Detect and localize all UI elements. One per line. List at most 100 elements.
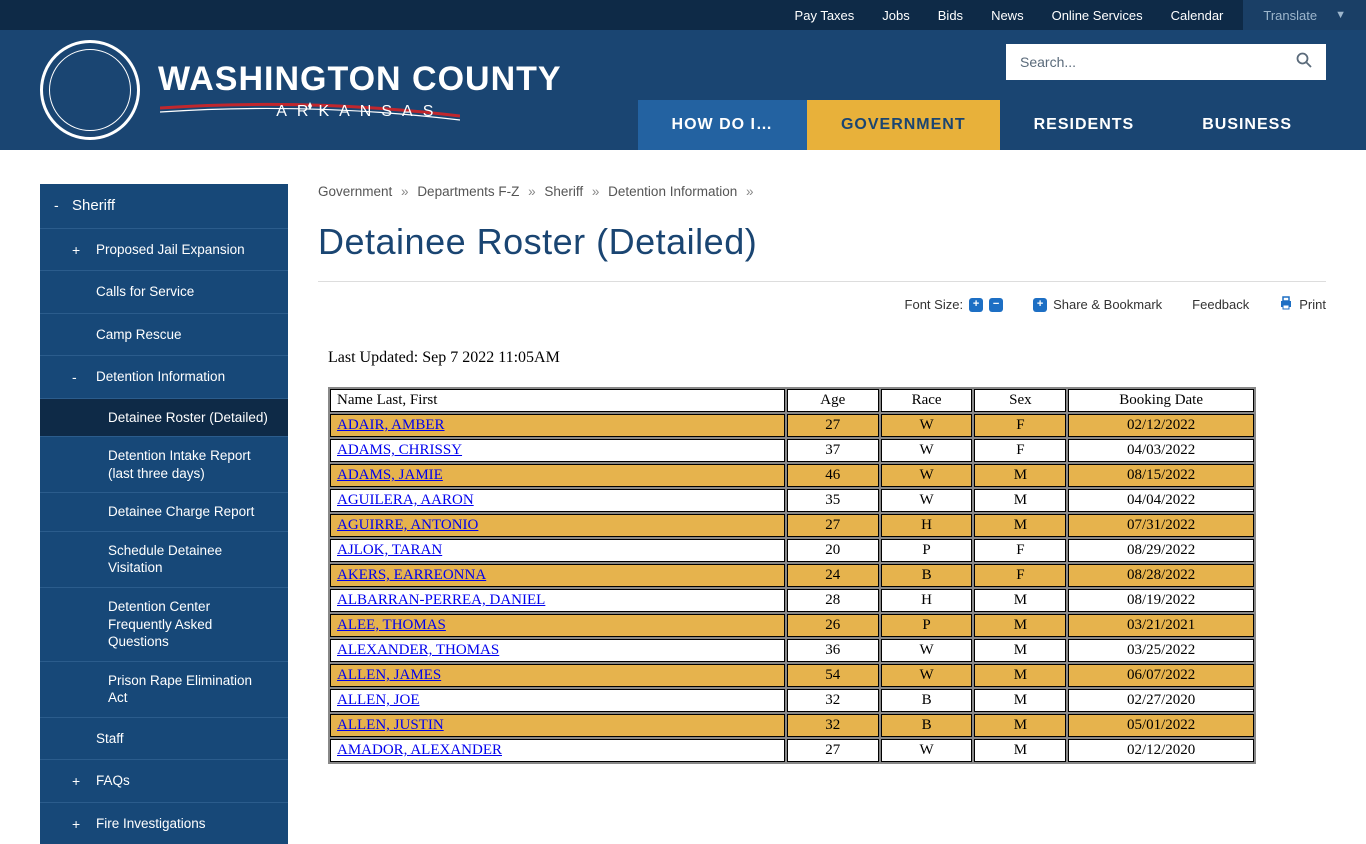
table-cell: M xyxy=(974,489,1066,512)
sidebar-nav: -Sheriff+Proposed Jail ExpansionCalls fo… xyxy=(40,184,288,844)
search-icon[interactable] xyxy=(1296,52,1312,73)
util-link-jobs[interactable]: Jobs xyxy=(882,8,909,23)
table-row: AKERS, EARREONNA 24BF08/28/2022 xyxy=(330,564,1254,587)
sidebar-item-fire-investigations[interactable]: +Fire Investigations xyxy=(40,802,288,844)
sidebar-item-staff[interactable]: Staff xyxy=(40,717,288,760)
sidebar-item-label: FAQs xyxy=(96,773,130,788)
sidebar-item-detainee-charge-report[interactable]: Detainee Charge Report xyxy=(40,492,288,531)
detainee-link[interactable]: ADAMS, CHRISSY xyxy=(337,442,462,458)
table-cell: ADAIR, AMBER xyxy=(330,414,785,437)
nav-residents[interactable]: RESIDENTS xyxy=(1000,100,1169,150)
table-cell: AJLOK, TARAN xyxy=(330,539,785,562)
detainee-link[interactable]: AGUIRRE, ANTONIO xyxy=(337,517,478,533)
detainee-link[interactable]: ALBARRAN-PERREA, DANIEL xyxy=(337,592,545,608)
translate-dropdown[interactable]: Translate ▼ xyxy=(1243,0,1366,30)
main-nav: HOW DO I…GOVERNMENTRESIDENTSBUSINESS xyxy=(638,100,1326,150)
table-cell: M xyxy=(974,714,1066,737)
table-cell: P xyxy=(881,539,973,562)
sidebar-item-detention-center-frequently-asked-questions[interactable]: Detention Center Frequently Asked Questi… xyxy=(40,587,288,661)
collapse-icon: - xyxy=(72,368,77,386)
table-cell: ALEXANDER, THOMAS xyxy=(330,639,785,662)
breadcrumb-separator: » xyxy=(742,184,753,199)
nav-business[interactable]: BUSINESS xyxy=(1168,100,1326,150)
nav-how-do-i-[interactable]: HOW DO I… xyxy=(638,100,807,150)
detainee-link[interactable]: ALEE, THOMAS xyxy=(337,617,446,633)
table-cell: 36 xyxy=(787,639,879,662)
detainee-link[interactable]: ALLEN, JUSTIN xyxy=(337,717,444,733)
table-cell: B xyxy=(881,714,973,737)
search-box[interactable] xyxy=(1006,44,1326,80)
util-link-bids[interactable]: Bids xyxy=(938,8,963,23)
sidebar-item-detention-information[interactable]: -Detention Information xyxy=(40,355,288,398)
table-cell: W xyxy=(881,489,973,512)
breadcrumb-link[interactable]: Government xyxy=(318,184,392,199)
county-seal-icon[interactable] xyxy=(40,40,140,140)
table-cell: 02/27/2020 xyxy=(1068,689,1254,712)
table-header-cell: Sex xyxy=(974,389,1066,412)
chevron-down-icon: ▼ xyxy=(1335,9,1346,21)
table-cell: ADAMS, JAMIE xyxy=(330,464,785,487)
table-cell: B xyxy=(881,689,973,712)
table-cell: W xyxy=(881,414,973,437)
detainee-link[interactable]: AMADOR, ALEXANDER xyxy=(337,742,502,758)
table-cell: 28 xyxy=(787,589,879,612)
sidebar-item-faqs[interactable]: + FAQs xyxy=(40,759,288,802)
table-cell: H xyxy=(881,514,973,537)
detainee-link[interactable]: ALLEN, JOE xyxy=(337,692,420,708)
breadcrumb-link[interactable]: Departments F-Z xyxy=(417,184,519,199)
util-link-news[interactable]: News xyxy=(991,8,1024,23)
font-increase-icon[interactable]: + xyxy=(969,298,983,312)
sidebar-item-sheriff[interactable]: -Sheriff xyxy=(40,184,288,228)
table-cell: M xyxy=(974,664,1066,687)
util-link-pay-taxes[interactable]: Pay Taxes xyxy=(795,8,855,23)
print-label: Print xyxy=(1299,297,1326,312)
detainee-link[interactable]: ADAMS, JAMIE xyxy=(337,467,443,483)
breadcrumb-link[interactable]: Sheriff xyxy=(544,184,583,199)
table-cell: 03/25/2022 xyxy=(1068,639,1254,662)
print-button[interactable]: Print xyxy=(1279,296,1326,313)
sidebar-item-proposed-jail-expansion[interactable]: +Proposed Jail Expansion xyxy=(40,228,288,271)
sidebar-item-camp-rescue[interactable]: Camp Rescue xyxy=(40,313,288,356)
table-cell: 04/03/2022 xyxy=(1068,439,1254,462)
util-link-online-services[interactable]: Online Services xyxy=(1052,8,1143,23)
sidebar-item-schedule-detainee-visitation[interactable]: Schedule Detainee Visitation xyxy=(40,531,288,587)
share-bookmark-button[interactable]: + Share & Bookmark xyxy=(1033,297,1162,312)
table-row: ADAMS, JAMIE 46WM08/15/2022 xyxy=(330,464,1254,487)
table-cell: W xyxy=(881,639,973,662)
table-cell: F xyxy=(974,439,1066,462)
table-cell: ALLEN, JOE xyxy=(330,689,785,712)
sidebar-item-label: Proposed Jail Expansion xyxy=(96,242,245,257)
sidebar-item-prison-rape-elimination-act[interactable]: Prison Rape Elimination Act xyxy=(40,661,288,717)
table-cell: 46 xyxy=(787,464,879,487)
detainee-link[interactable]: ALEXANDER, THOMAS xyxy=(337,642,499,658)
table-row: ALEE, THOMAS 26PM03/21/2021 xyxy=(330,614,1254,637)
font-size-label: Font Size: xyxy=(905,297,964,312)
sidebar-item-label: Detention Center Frequently Asked Questi… xyxy=(108,599,212,649)
detainee-link[interactable]: ADAIR, AMBER xyxy=(337,417,445,433)
table-row: ALLEN, JAMES 54WM06/07/2022 xyxy=(330,664,1254,687)
breadcrumb-link[interactable]: Detention Information xyxy=(608,184,737,199)
sidebar-item-detainee-roster-detailed[interactable]: Detainee Roster (Detailed) xyxy=(40,398,288,437)
sidebar-item-label: Detention Intake Report (last three days… xyxy=(108,448,251,481)
table-header-cell: Race xyxy=(881,389,973,412)
sidebar-item-label: Camp Rescue xyxy=(96,327,182,342)
detainee-link[interactable]: AKERS, EARREONNA xyxy=(337,567,486,583)
table-cell: W xyxy=(881,664,973,687)
table-cell: M xyxy=(974,739,1066,762)
search-input[interactable] xyxy=(1020,54,1296,70)
table-cell: 08/28/2022 xyxy=(1068,564,1254,587)
table-header-cell: Booking Date xyxy=(1068,389,1254,412)
table-cell: 37 xyxy=(787,439,879,462)
detainee-link[interactable]: ALLEN, JAMES xyxy=(337,667,441,683)
sidebar-item-calls-for-service[interactable]: Calls for Service xyxy=(40,270,288,313)
sidebar-item-detention-intake-report-last-three-days[interactable]: Detention Intake Report (last three days… xyxy=(40,436,288,492)
nav-government[interactable]: GOVERNMENT xyxy=(807,100,1000,150)
font-decrease-icon[interactable]: − xyxy=(989,298,1003,312)
table-header-cell: Name Last, First xyxy=(330,389,785,412)
util-link-calendar[interactable]: Calendar xyxy=(1171,8,1224,23)
detainee-link[interactable]: AJLOK, TARAN xyxy=(337,542,442,558)
expand-icon: + xyxy=(72,772,80,790)
detainee-link[interactable]: AGUILERA, AARON xyxy=(337,492,474,508)
feedback-button[interactable]: Feedback xyxy=(1192,297,1249,312)
site-logo-text[interactable]: WASHINGTON COUNTY ARKANSAS xyxy=(158,60,562,121)
